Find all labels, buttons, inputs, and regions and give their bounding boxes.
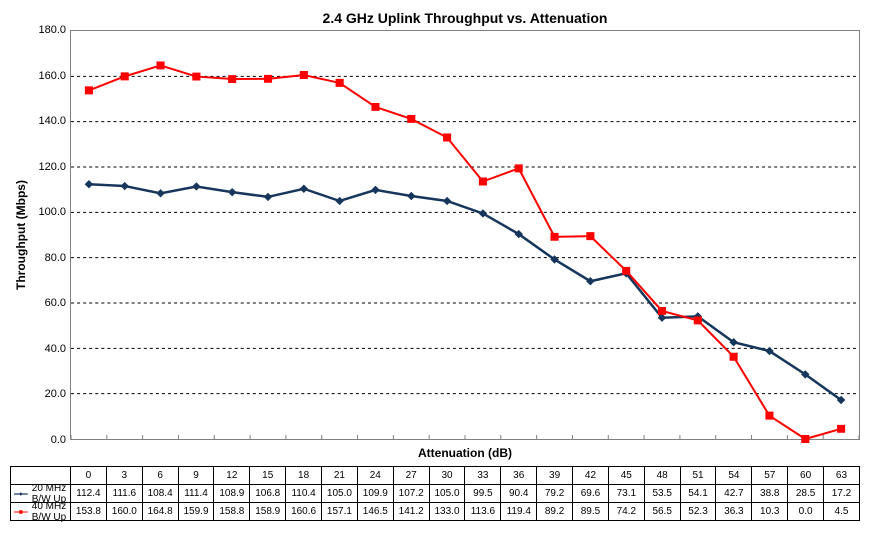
x-axis-label: Attenuation (dB): [10, 440, 860, 466]
data-cell: 4.5: [824, 503, 860, 521]
legend-item: 40 MHz B/W Up: [11, 503, 71, 521]
y-ticks: 180.0160.0140.0120.0100.080.060.040.020.…: [32, 30, 70, 440]
data-cell: 79.2: [537, 485, 573, 503]
x-category-cell: 12: [214, 467, 250, 485]
data-cell: 158.9: [250, 503, 286, 521]
x-category-cell: 9: [179, 467, 215, 485]
x-category-cell: 45: [609, 467, 645, 485]
x-category-cell: 48: [645, 467, 681, 485]
plot-row: Throughput (Mbps) 180.0160.0140.0120.010…: [10, 30, 860, 440]
data-cell: 119.4: [501, 503, 537, 521]
x-category-cell: 60: [788, 467, 824, 485]
data-row: 153.8160.0164.8159.9158.8158.9160.6157.1…: [71, 503, 860, 521]
data-cell: 105.0: [430, 485, 466, 503]
data-cell: 89.2: [537, 503, 573, 521]
x-category-cell: 39: [537, 467, 573, 485]
data-cell: 108.4: [143, 485, 179, 503]
x-category-cell: 63: [824, 467, 860, 485]
x-category-cell: 51: [681, 467, 717, 485]
data-cell: 146.5: [358, 503, 394, 521]
data-table: 20 MHz B/W Up40 MHz B/W Up 0369121518212…: [10, 466, 860, 521]
data-cell: 53.5: [645, 485, 681, 503]
x-categories-row: 0369121518212427303336394245485154576063: [71, 467, 860, 485]
x-category-cell: 0: [71, 467, 107, 485]
data-cell: 113.6: [465, 503, 501, 521]
data-cell: 133.0: [430, 503, 466, 521]
data-cell: 17.2: [824, 485, 860, 503]
data-cell: 112.4: [71, 485, 107, 503]
chart-title: 2.4 GHz Uplink Throughput vs. Attenuatio…: [10, 10, 860, 30]
x-category-cell: 54: [716, 467, 752, 485]
legend-label: 40 MHz B/W Up: [32, 501, 67, 523]
data-cell: 38.8: [752, 485, 788, 503]
data-cell: 164.8: [143, 503, 179, 521]
x-category-cell: 57: [752, 467, 788, 485]
data-cell: 89.5: [573, 503, 609, 521]
data-cell: 54.1: [681, 485, 717, 503]
x-category-cell: 6: [143, 467, 179, 485]
x-category-cell: 21: [322, 467, 358, 485]
x-category-cell: 27: [394, 467, 430, 485]
data-cell: 74.2: [609, 503, 645, 521]
data-cell: 158.8: [214, 503, 250, 521]
data-cell: 73.1: [609, 485, 645, 503]
data-cell: 160.0: [107, 503, 143, 521]
x-category-cell: 18: [286, 467, 322, 485]
data-row: 112.4111.6108.4111.4108.9106.8110.4105.0…: [71, 485, 860, 503]
data-cell: 105.0: [322, 485, 358, 503]
data-cell: 157.1: [322, 503, 358, 521]
data-cell: 36.3: [716, 503, 752, 521]
data-cell: 28.5: [788, 485, 824, 503]
data-cell: 56.5: [645, 503, 681, 521]
data-cell: 153.8: [71, 503, 107, 521]
data-cell: 107.2: [394, 485, 430, 503]
data-cell: 52.3: [681, 503, 717, 521]
data-cell: 69.6: [573, 485, 609, 503]
x-category-cell: 36: [501, 467, 537, 485]
data-cell: 160.6: [286, 503, 322, 521]
x-category-cell: 15: [250, 467, 286, 485]
data-cell: 0.0: [788, 503, 824, 521]
plot-area: [70, 30, 860, 440]
data-cell: 159.9: [179, 503, 215, 521]
legend-column: 20 MHz B/W Up40 MHz B/W Up: [10, 466, 71, 521]
data-cell: 42.7: [716, 485, 752, 503]
legend-swatch-icon: [14, 488, 28, 500]
data-cell: 106.8: [250, 485, 286, 503]
x-category-cell: 30: [430, 467, 466, 485]
data-cell: 10.3: [752, 503, 788, 521]
data-cell: 99.5: [465, 485, 501, 503]
x-category-cell: 24: [358, 467, 394, 485]
x-category-cell: 3: [107, 467, 143, 485]
x-category-cell: 33: [465, 467, 501, 485]
data-cell: 111.4: [179, 485, 215, 503]
x-category-cell: 42: [573, 467, 609, 485]
data-cell: 108.9: [214, 485, 250, 503]
data-values: 0369121518212427303336394245485154576063…: [71, 466, 860, 521]
data-cell: 109.9: [358, 485, 394, 503]
data-cell: 110.4: [286, 485, 322, 503]
data-cell: 111.6: [107, 485, 143, 503]
throughput-chart: 2.4 GHz Uplink Throughput vs. Attenuatio…: [10, 10, 860, 525]
legend-swatch-icon: [14, 506, 28, 518]
y-axis-label: Throughput (Mbps): [10, 30, 32, 440]
data-cell: 141.2: [394, 503, 430, 521]
data-cell: 90.4: [501, 485, 537, 503]
